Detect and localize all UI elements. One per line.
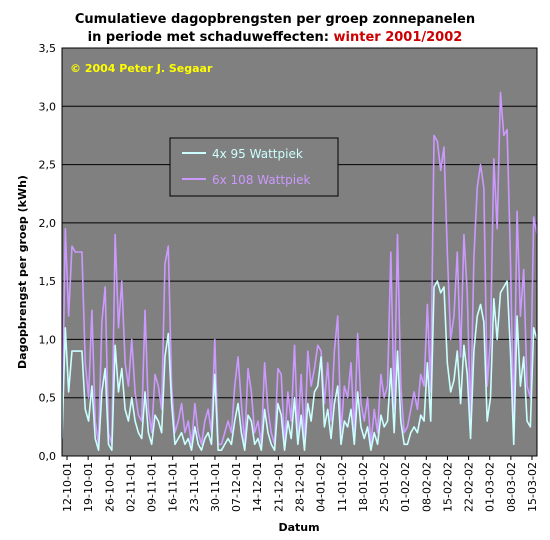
- copyright-text: © 2004 Peter J. Segaar: [70, 62, 213, 75]
- legend-box: [169, 137, 339, 197]
- x-tick-label: 19-10-01: [82, 462, 95, 512]
- x-tick-label: 25-01-02: [378, 462, 391, 512]
- y-tick-labels: 0,0 0,5 1,0 1,5 2,0 2,5 3,0 3,5: [39, 42, 57, 463]
- x-tick-label: 15-02-02: [441, 462, 454, 512]
- y-tick-label: 1,5: [39, 275, 57, 288]
- x-tick-label: 16-11-01: [167, 462, 180, 512]
- x-tick-label: 22-02-02: [463, 462, 476, 512]
- x-tick-label: 07-12-01: [230, 462, 243, 512]
- x-tick-label: 26-10-01: [103, 462, 116, 512]
- y-tick-label: 2,5: [39, 159, 57, 172]
- y-axis-label: Dagopbrengst per groep (kWh): [16, 175, 29, 369]
- series-lines: [61, 91, 538, 451]
- series-line-1: [61, 280, 538, 451]
- legend: 4x 95 Wattpiek 6x 108 Wattpiek: [169, 137, 339, 197]
- chart-title-prefix: in periode met schaduweffecten:: [87, 30, 334, 45]
- y-tick-label: 0,5: [39, 392, 57, 405]
- x-tick-label: 28-12-01: [294, 462, 307, 512]
- plot-frame: [61, 47, 538, 457]
- y-tick-label: 1,0: [39, 333, 57, 346]
- x-tick-label: 14-12-01: [251, 462, 264, 512]
- chart-title-line1: Cumulatieve dagopbrengsten per groep zon…: [74, 12, 476, 27]
- x-tick-label: 15-03-02: [526, 462, 539, 512]
- x-tick-label: 02-11-01: [124, 462, 137, 512]
- x-tick-label: 30-11-01: [209, 462, 222, 512]
- legend-label-series1: 4x 95 Wattpiek: [212, 147, 303, 161]
- x-tick-label: 12-10-01: [61, 462, 74, 512]
- x-tick-label: 18-01-02: [357, 462, 370, 512]
- x-tick-label: 21-12-01: [272, 462, 285, 512]
- x-tick-label: 04-01-02: [315, 462, 328, 512]
- y-tick-label: 3,0: [39, 100, 57, 113]
- y-tick-label: 2,0: [39, 217, 57, 230]
- x-tick-label: 09-11-01: [146, 462, 159, 512]
- x-axis-label: Datum: [278, 521, 319, 534]
- x-tick-label: 08-02-02: [420, 462, 433, 512]
- x-tick-label: 01-03-02: [484, 462, 497, 512]
- y-tick-label: 0,0: [39, 450, 57, 463]
- chart-title-line2: in periode met schaduweffecten: winter 2…: [0, 30, 550, 45]
- chart-title-highlight: winter 2001/2002: [333, 30, 463, 45]
- x-tick-label: 01-02-02: [399, 462, 412, 512]
- x-tick-label: 11-01-02: [336, 462, 349, 512]
- x-tick-label: 08-03-02: [505, 462, 518, 512]
- x-tick-label: 23-11-01: [188, 462, 201, 512]
- legend-label-series2: 6x 108 Wattpiek: [212, 173, 310, 187]
- series-line-2: [61, 91, 538, 446]
- x-tick-labels: 12-10-01 19-10-01 26-10-01 02-11-01 09-11-01…: [61, 456, 539, 512]
- y-tick-label: 3,5: [39, 42, 57, 55]
